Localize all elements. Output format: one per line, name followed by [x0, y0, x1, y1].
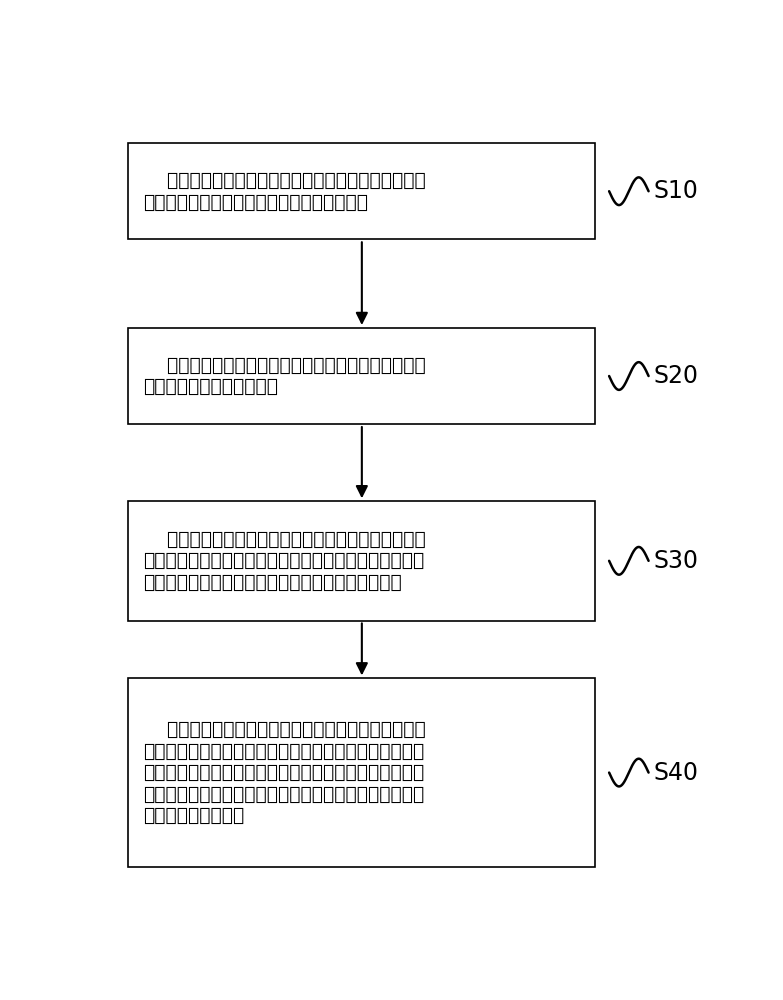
Text: 五电极和第六电极。: 五电极和第六电极。	[143, 806, 244, 825]
FancyBboxPatch shape	[128, 143, 596, 239]
Text: 层上形成第二金属层，对所述第二金属层图案化处理，形: 层上形成第二金属层，对所述第二金属层图案化处理，形	[143, 742, 424, 761]
Text: 成位于所述第一遮光层两个相对的边缘区域第三电极和第: 成位于所述第一遮光层两个相对的边缘区域第三电极和第	[143, 763, 424, 782]
Text: 层、半导体层以及遮光层；: 层、半导体层以及遮光层；	[143, 377, 279, 396]
Text: S30: S30	[653, 549, 698, 573]
FancyBboxPatch shape	[128, 328, 596, 424]
Text: S40: S40	[653, 761, 698, 785]
FancyBboxPatch shape	[128, 501, 596, 620]
Text: S10: S10	[653, 179, 698, 203]
FancyBboxPatch shape	[128, 678, 596, 867]
Text: 在所述基板、所述第一电极以及第二电极上形成绝缘: 在所述基板、所述第一电极以及第二电极上形成绝缘	[143, 356, 426, 375]
Text: 遮光层，及位于所述第二电极上方的第二半导体层；: 遮光层，及位于所述第二电极上方的第二半导体层；	[143, 573, 402, 592]
Text: 在基板上形成第一金属层，对所述第一金属层图案化: 在基板上形成第一金属层，对所述第一金属层图案化	[143, 171, 426, 190]
Text: 四电极，及位于所述第二半导体层两个相对的边缘区域第: 四电极，及位于所述第二半导体层两个相对的边缘区域第	[143, 785, 424, 804]
Text: S20: S20	[653, 364, 698, 388]
Text: 在所述第一遮光层、所述绝缘层以及所述第二半导体: 在所述第一遮光层、所述绝缘层以及所述第二半导体	[143, 720, 426, 739]
Text: 利用掩膜板对所述遮光层和所述半导体层进行图案化: 利用掩膜板对所述遮光层和所述半导体层进行图案化	[143, 530, 426, 549]
Text: 处理，形成间隔设置的第一电极和第二电极；: 处理，形成间隔设置的第一电极和第二电极；	[143, 193, 368, 212]
Text: 处理，形成位于所述第一电极上方的第一半导体层和第一: 处理，形成位于所述第一电极上方的第一半导体层和第一	[143, 551, 424, 570]
